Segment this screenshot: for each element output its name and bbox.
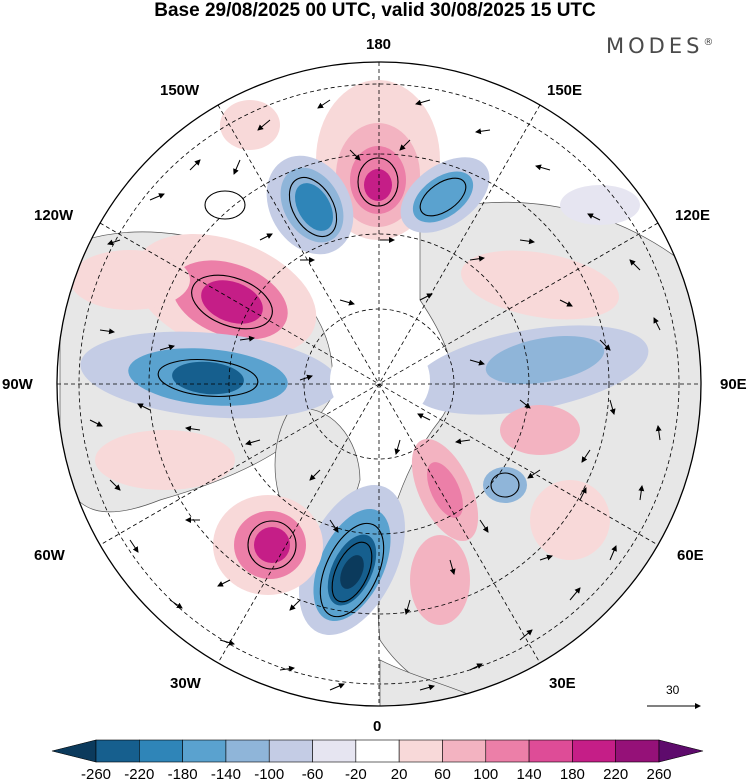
lon-label-30w: 30W <box>170 675 201 692</box>
lon-label-60w: 60W <box>34 547 65 564</box>
anomaly-low-50e <box>483 467 527 503</box>
anomaly-high-60e <box>530 480 610 560</box>
colorbar-tick-label: -180 <box>167 766 198 783</box>
anomaly-low-130e <box>560 185 640 225</box>
colorbar-tick-label: 20 <box>390 766 408 783</box>
map-title: Base 29/08/2025 00 UTC, valid 30/08/2025… <box>154 0 596 21</box>
anomaly-high-30e <box>410 535 470 625</box>
colorbar-tick-label: 140 <box>516 766 542 783</box>
colorbar-swatch <box>398 739 443 763</box>
lon-label-60e: 60E <box>677 547 704 564</box>
lon-label-120w: 120W <box>34 207 74 224</box>
colorbar-swatch <box>225 739 270 763</box>
anomaly-high-30e <box>427 462 463 518</box>
wind-vectors <box>89 99 662 691</box>
colorbar-swatch <box>268 739 313 763</box>
colorbar <box>51 739 704 763</box>
lon-label-120e: 120E <box>675 207 711 224</box>
anomaly-high-110w <box>201 280 263 324</box>
anomaly-high-150w <box>220 100 280 150</box>
lon-label-150w: 150W <box>160 82 200 99</box>
colorbar-tick-label: 100 <box>473 766 499 783</box>
registered-mark: ® <box>703 37 714 48</box>
colorbar-swatch <box>572 739 616 763</box>
colorbar-tick-label: -260 <box>80 766 112 783</box>
lon-label-0: 0 <box>373 718 382 735</box>
colorbar-tick-label: 60 <box>434 766 451 783</box>
lon-label-30e: 30E <box>549 675 576 692</box>
colorbar-swatch <box>95 739 140 763</box>
anomaly-high-60w <box>95 430 235 490</box>
colorbar-tick-label: -60 <box>301 766 324 783</box>
brand-name: MODES <box>606 34 704 58</box>
anomaly-high-120e <box>461 250 619 320</box>
colorbar-tick-label: -20 <box>345 766 367 783</box>
anomaly-low-150e <box>412 171 474 223</box>
colorbar-swatch <box>355 739 400 763</box>
anomaly-high-80e <box>500 405 580 455</box>
colorbar-swatch <box>139 739 183 763</box>
graticule <box>57 62 701 706</box>
anomaly-low-100e <box>485 335 605 385</box>
colorbar-tick-label: -140 <box>210 766 241 783</box>
map-border <box>56 61 702 707</box>
colorbar-tick-label: 260 <box>646 766 672 783</box>
colorbar-tick-label: -100 <box>254 766 285 783</box>
lon-label-90e: 90E <box>720 376 747 393</box>
anomaly-low-20w <box>340 555 364 589</box>
anomaly-low-150w <box>295 183 333 231</box>
lon-label-90w: 90W <box>2 376 33 393</box>
colorbar-tick-label: 220 <box>603 766 629 783</box>
colorbar-swatch <box>312 739 357 763</box>
lon-label-150e: 150E <box>547 82 583 99</box>
lon-label-180: 180 <box>366 36 392 53</box>
modes-logo: MODES® <box>606 34 713 58</box>
anomaly-high-180 <box>364 169 392 201</box>
anomaly-high-100w <box>70 250 190 310</box>
colorbar-tick-label: -220 <box>124 766 155 783</box>
colorbar-swatch <box>442 739 487 763</box>
colorbar-swatch <box>485 739 530 763</box>
colorbar-swatch <box>658 739 704 763</box>
colorbar-swatch <box>528 739 573 763</box>
reference-vector-label: 30 <box>666 683 680 697</box>
anomaly-high-50w <box>254 527 290 563</box>
colorbar-tick-label: 180 <box>559 766 585 783</box>
colorbar-swatch <box>51 739 97 763</box>
colorbar-swatch <box>615 739 660 763</box>
anomaly-low-90w <box>172 361 244 395</box>
colorbar-swatch <box>182 739 227 763</box>
contours <box>157 157 520 618</box>
anomaly-low-pole <box>330 335 430 425</box>
